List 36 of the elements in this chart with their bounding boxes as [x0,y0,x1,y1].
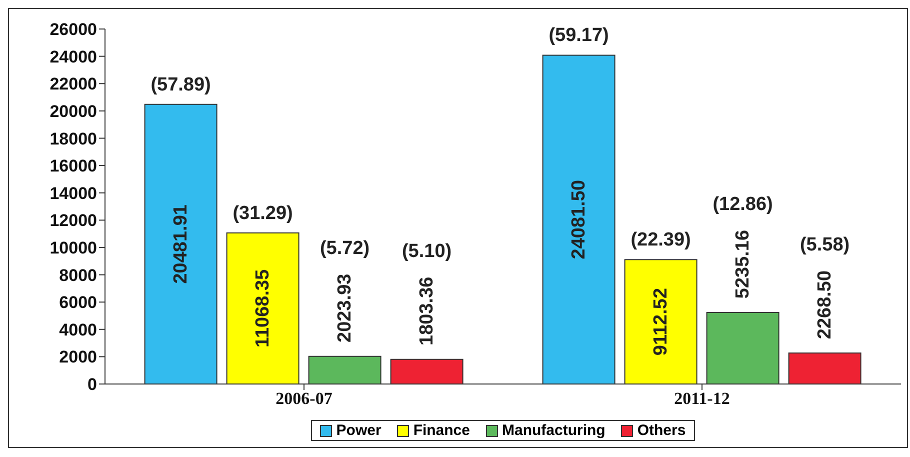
y-tick-label: 0 [88,375,97,394]
y-tick-label: 10000 [50,238,97,258]
legend-label: Power [335,422,382,439]
data-label: 1803.36 [416,276,438,346]
y-tick-label: 8000 [59,266,97,285]
annotation: (22.39) [630,230,691,251]
y-tick-label: 26000 [50,20,97,40]
y-tick-label: 22000 [50,74,97,94]
data-label: 11068.35 [252,268,274,348]
x-tick-label: 2011-12 [674,389,730,408]
y-tick-label: 6000 [59,293,97,312]
y-tick-label: 16000 [50,156,97,176]
annotation: (59.17) [548,25,609,46]
annotation: (57.89) [150,74,211,96]
y-tick-label: 18000 [50,129,97,148]
x-tick-label: 2006-07 [276,389,333,408]
annotation: (5.58) [800,234,850,256]
y-tick-label: 14000 [50,184,97,203]
annotation: (12.86) [712,194,773,216]
annotation: (5.10) [402,240,452,262]
y-tick-label: 2000 [59,348,97,367]
data-label: 2268.50 [814,270,836,340]
legend-label: Others [636,422,686,439]
annotation: (31.29) [232,202,293,224]
data-label: 24081.50 [568,180,590,260]
y-tick-label: 24000 [50,47,97,66]
y-tick-label: 12000 [50,211,97,230]
y-tick-label: 20000 [50,102,97,121]
data-label: 2023.93 [334,274,356,342]
data-label: 9112.52 [650,288,672,356]
data-label: 5235.16 [732,230,754,299]
legend-label: Finance [412,422,470,439]
legend-label: Manufacturing [501,422,606,439]
data-label: 20481.91 [170,204,192,284]
y-tick-label: 4000 [59,320,97,340]
annotation: (5.72) [320,238,370,259]
